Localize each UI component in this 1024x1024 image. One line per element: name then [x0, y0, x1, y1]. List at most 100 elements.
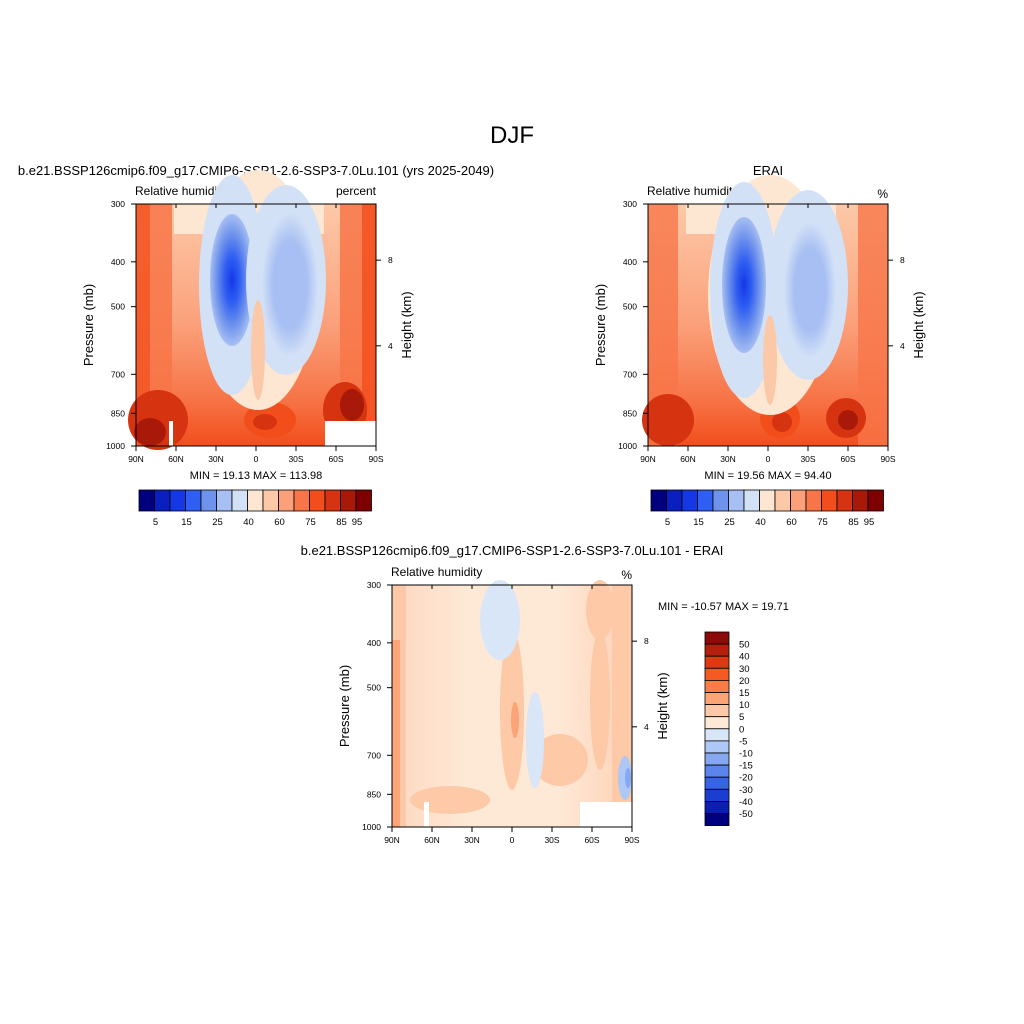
x-tick-label: 30N	[464, 835, 480, 845]
colorbar-label: 5	[739, 712, 744, 723]
colorbar-swatch	[805, 489, 822, 512]
variable-label: Relative humidity	[391, 565, 482, 579]
colorbar-label: 25	[212, 517, 223, 528]
colorbar-swatch	[309, 489, 326, 512]
colorbar-swatch	[821, 489, 838, 512]
y-tick-label: 300	[367, 580, 381, 590]
colorbar-swatch	[704, 631, 730, 645]
y-ticks: 300 400 500 700 850 1000	[106, 199, 136, 451]
y-tick-label: 400	[623, 257, 637, 267]
colorbar-label: 75	[817, 517, 828, 528]
y-axis-label: Pressure (mb)	[81, 284, 96, 366]
panel-title: b.e21.BSSP126cmip6.f09_g17.CMIP6-SSP1-2.…	[301, 543, 724, 558]
colorbar-label: -50	[739, 809, 753, 820]
y-axis-label-right: Height (km)	[911, 291, 926, 358]
colorbar-label: 50	[739, 640, 750, 651]
colorbar-swatch	[681, 489, 698, 512]
colorbar-swatch	[185, 489, 202, 512]
colorbar-label: 95	[864, 517, 875, 528]
x-tick-label: 60N	[168, 454, 184, 464]
colorbar-swatch	[704, 716, 730, 730]
colorbar-swatch	[697, 489, 714, 512]
colorbar-swatch	[704, 788, 730, 802]
y-right-tick-label: 8	[388, 255, 393, 265]
colorbar-label: 60	[274, 517, 285, 528]
x-tick-label: 60S	[328, 454, 343, 464]
y-axis-label-right: Height (km)	[655, 672, 670, 739]
units-label: percent	[336, 184, 377, 198]
y-tick-label: 700	[111, 369, 125, 379]
colorbar-swatch	[324, 489, 341, 512]
colorbar-label: -30	[739, 785, 753, 796]
colorbar-swatch	[169, 489, 186, 512]
colorbar-label: 20	[739, 676, 750, 687]
y-tick-label: 1000	[106, 441, 125, 451]
colorbar-swatch	[867, 489, 884, 512]
variable-label: Relative humidity	[647, 184, 738, 198]
y-axis-label: Pressure (mb)	[593, 284, 608, 366]
colorbar-label: 85	[848, 517, 859, 528]
colorbar-label: 15	[739, 688, 750, 699]
y-tick-label: 400	[111, 257, 125, 267]
colorbar-label: 40	[739, 652, 750, 663]
y-right-tick-label: 4	[900, 341, 905, 351]
colorbar-swatch	[704, 728, 730, 742]
colorbar-label: -5	[739, 736, 747, 747]
y-tick-label: 500	[623, 302, 637, 312]
colorbar-swatch	[704, 655, 730, 669]
y-tick-label: 850	[623, 408, 637, 418]
colorbar-label: -10	[739, 749, 753, 760]
y-tick-label: 400	[367, 638, 381, 648]
y-right-tick-label: 4	[388, 341, 393, 351]
colorbar-label: 25	[724, 517, 735, 528]
x-tick-label: 30N	[720, 454, 736, 464]
colorbar: 5 15 25 40 60 75 85 95	[650, 489, 884, 528]
x-tick-label: 90N	[384, 835, 400, 845]
colorbar-label: -40	[739, 797, 753, 808]
colorbar-label: -15	[739, 761, 753, 772]
colorbar-swatch	[704, 752, 730, 766]
y-tick-label: 1000	[618, 441, 637, 451]
contour-field	[128, 170, 376, 450]
x-tick-label: 60S	[840, 454, 855, 464]
colorbar-swatch	[728, 489, 745, 512]
colorbar-swatch	[704, 740, 730, 754]
colorbar-swatch	[704, 680, 730, 693]
colorbar-swatch	[704, 692, 730, 706]
y-tick-label: 300	[623, 199, 637, 209]
colorbar-swatch	[774, 489, 791, 512]
colorbar-label: 30	[739, 664, 750, 675]
x-tick-label: 90S	[624, 835, 639, 845]
x-tick-label: 0	[254, 454, 259, 464]
colorbar-swatch	[704, 764, 730, 778]
x-tick-label: 30N	[208, 454, 224, 464]
colorbar-label: 40	[243, 517, 254, 528]
figure-title: DJF	[490, 122, 534, 149]
colorbar-swatch	[836, 489, 853, 512]
colorbar-swatch	[278, 489, 295, 512]
x-tick-label: 0	[766, 454, 771, 464]
colorbar-swatch	[247, 489, 264, 512]
colorbar-swatch	[704, 813, 730, 827]
colorbar-swatch	[704, 667, 730, 681]
min-max-stats: MIN = 19.56 MAX = 94.40	[704, 470, 831, 482]
y-tick-label: 700	[623, 369, 637, 379]
colorbar-label: 75	[305, 517, 316, 528]
y-ticks-right: 84	[888, 255, 905, 351]
colorbar-swatch	[154, 489, 171, 512]
colorbar-swatch	[200, 489, 217, 512]
colorbar-swatch	[666, 489, 683, 512]
y-right-tick-label: 4	[644, 722, 649, 732]
colorbar-swatch	[262, 489, 279, 512]
x-tick-label: 60N	[424, 835, 440, 845]
colorbar-swatch	[293, 489, 310, 512]
y-ticks: 300 400 500 700 850 1000	[618, 199, 648, 451]
colorbar-swatch	[231, 489, 248, 512]
colorbar-swatch	[704, 704, 730, 718]
x-tick-label: 90S	[880, 454, 895, 464]
contour-field	[392, 580, 632, 827]
min-max-stats: MIN = 19.13 MAX = 113.98	[190, 470, 322, 482]
y-right-tick-label: 8	[900, 255, 905, 265]
